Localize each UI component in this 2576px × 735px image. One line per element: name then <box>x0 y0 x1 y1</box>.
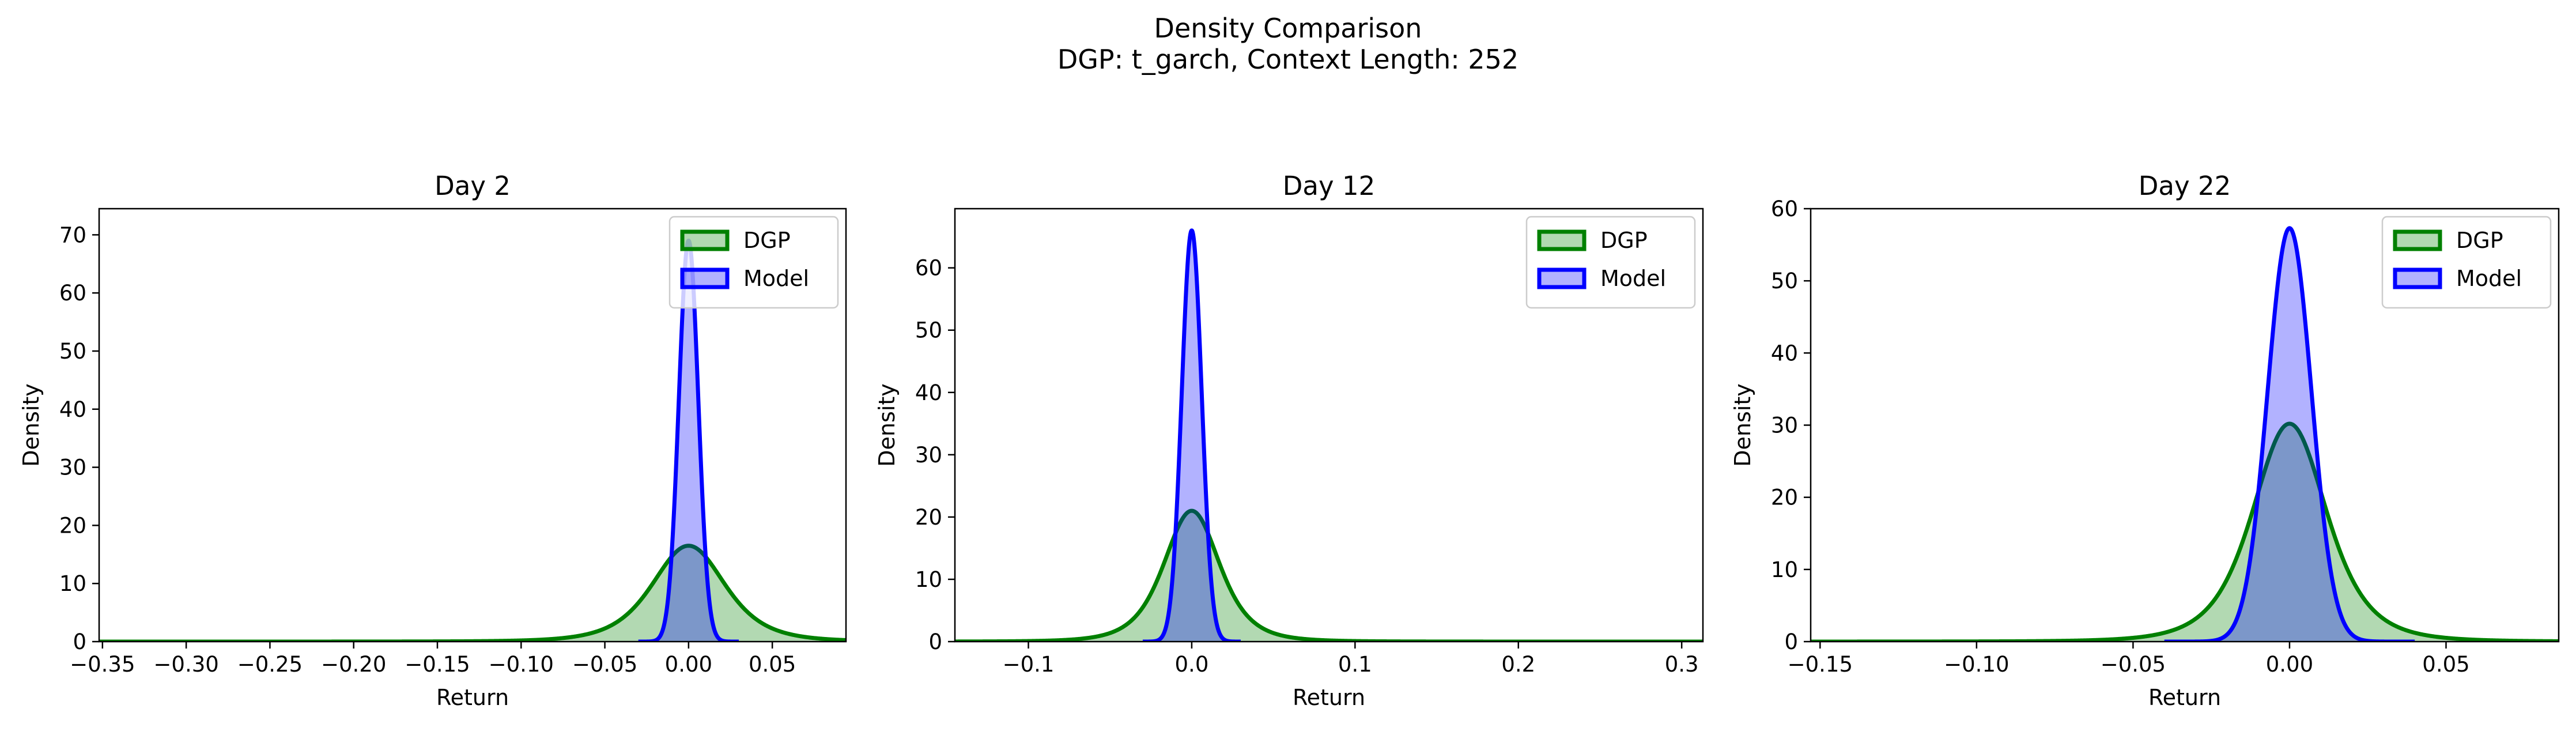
y-tick-label: 0 <box>928 630 942 654</box>
y-tick-label: 40 <box>915 380 942 405</box>
series-line-dgp <box>1811 421 2559 642</box>
x-tick-label: −0.30 <box>153 652 218 677</box>
y-tick-label: 30 <box>915 443 942 468</box>
y-tick-label: 10 <box>915 567 942 592</box>
y-tick-label: 0 <box>73 630 86 654</box>
x-tick-label: −0.10 <box>489 652 554 677</box>
x-tick-label: −0.35 <box>70 652 135 677</box>
y-tick-label: 20 <box>59 513 86 538</box>
legend-swatch-model <box>1537 267 1587 289</box>
y-tick-label: 50 <box>915 318 942 343</box>
x-tick-label: 0.05 <box>2422 652 2469 677</box>
legend-label-dgp: DGP <box>2456 228 2503 253</box>
legend: DGP Model <box>668 216 839 309</box>
x-tick-label: −0.10 <box>1944 652 2009 677</box>
legend-swatch-dgp <box>680 229 730 251</box>
y-axis-label: Density <box>18 383 44 466</box>
x-tick-label: −0.20 <box>321 652 386 677</box>
x-tick-label: −0.15 <box>1788 652 1853 677</box>
y-tick-label: 50 <box>59 339 86 364</box>
panel-title: Day 22 <box>2139 171 2231 201</box>
x-tick-label: 0.00 <box>2266 652 2313 677</box>
series-fill-dgp <box>99 545 846 642</box>
series-fill-model <box>2164 228 2415 642</box>
y-tick-label: 40 <box>1771 341 1798 365</box>
figure-title: Density Comparison <box>1154 13 1422 44</box>
x-tick-label: −0.25 <box>237 652 303 677</box>
x-tick-label: −0.1 <box>1003 652 1055 677</box>
x-axis-label: Return <box>436 685 509 710</box>
x-tick-label: −0.05 <box>2101 652 2166 677</box>
series-fill-dgp <box>1811 424 2559 642</box>
x-tick-label: 0.1 <box>1338 652 1372 677</box>
legend-label-model: Model <box>743 266 809 291</box>
legend-swatch-model <box>680 267 730 289</box>
x-tick-label: 0.3 <box>1665 652 1699 677</box>
x-axis-label: Return <box>1293 685 1365 710</box>
y-tick-label: 60 <box>59 281 86 306</box>
series-fill-model <box>638 240 739 642</box>
y-tick-label: 30 <box>59 455 86 480</box>
y-tick-label: 30 <box>1771 413 1798 438</box>
legend: DGP Model <box>2381 216 2552 309</box>
panel-title: Day 12 <box>1283 171 1375 201</box>
legend-swatch-model <box>2393 267 2442 289</box>
legend-swatch-dgp <box>1537 229 1587 251</box>
series-fill-model <box>1142 230 1241 642</box>
y-tick-label: 40 <box>59 397 86 422</box>
y-tick-label: 20 <box>1771 485 1798 510</box>
panel-title: Day 2 <box>435 171 511 201</box>
legend-swatch-dgp <box>2393 229 2442 251</box>
figure-subtitle: DGP: t_garch, Context Length: 252 <box>1057 44 1519 75</box>
x-tick-label: −0.15 <box>405 652 470 677</box>
y-axis-label: Density <box>1730 383 1755 466</box>
legend: DGP Model <box>1525 216 1696 309</box>
x-axis-label: Return <box>2148 685 2221 710</box>
x-tick-label: 0.05 <box>749 652 796 677</box>
y-tick-label: 70 <box>59 223 86 247</box>
legend-label-model: Model <box>2456 266 2522 291</box>
x-tick-label: 0.0 <box>1175 652 1209 677</box>
x-tick-label: −0.05 <box>572 652 637 677</box>
y-tick-label: 20 <box>915 505 942 530</box>
x-tick-label: 0.00 <box>665 652 712 677</box>
legend-label-dgp: DGP <box>743 228 791 253</box>
y-tick-label: 0 <box>1784 630 1798 654</box>
y-tick-label: 50 <box>1771 269 1798 293</box>
legend-label-dgp: DGP <box>1600 228 1648 253</box>
y-tick-label: 10 <box>59 571 86 596</box>
legend-label-model: Model <box>1600 266 1666 291</box>
axes-frame <box>954 208 1704 643</box>
y-tick-label: 10 <box>1771 557 1798 582</box>
y-tick-label: 60 <box>1771 197 1798 221</box>
axes-frame <box>98 208 847 643</box>
series-line-model <box>1140 228 1243 642</box>
y-axis-label: Density <box>874 383 900 466</box>
x-tick-label: 0.2 <box>1501 652 1535 677</box>
y-tick-label: 60 <box>915 256 942 281</box>
